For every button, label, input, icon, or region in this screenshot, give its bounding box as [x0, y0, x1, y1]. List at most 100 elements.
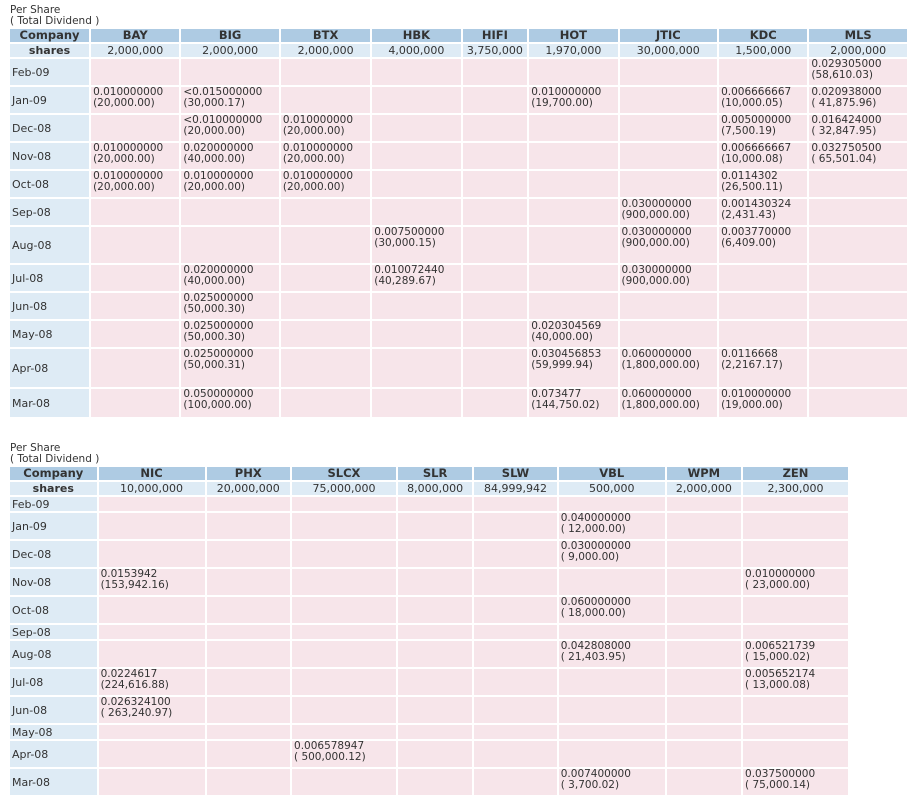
table-row: Aug-08 0.042808000( 21,403.95) 0.006521739…: [10, 641, 848, 667]
dividend-cell-mls: [809, 349, 907, 387]
dividend-cell-slr: [397, 497, 473, 511]
dividend-cell-jtic: [619, 321, 718, 347]
dividend-cell-hifi: [462, 349, 528, 387]
dividend-cell-slr: [397, 597, 473, 623]
dividend-cell-hbk: [372, 59, 461, 85]
dividend-cell-bay: 0.010000000 (20,000.00): [91, 143, 180, 169]
dividend-cell-hot: [529, 171, 618, 197]
total-dividend-value: (20,000.00): [183, 125, 245, 137]
per-share-value: 0.010072440: [374, 265, 445, 276]
dividend-cell-jtic: [619, 87, 718, 113]
table-row: Mar-08 0.007400000( 3,700.02) 0.037500000(…: [10, 769, 848, 795]
dividend-cell-slr: [397, 741, 473, 767]
per-share-value: 0.032750500: [811, 143, 882, 154]
month-label: May-08: [10, 725, 97, 739]
month-label: May-08: [10, 321, 90, 347]
dividend-cell-mls: [809, 265, 907, 291]
dividend-cell-phx: [206, 541, 291, 567]
total-dividend-value: (1,800,000.00): [621, 359, 700, 371]
per-share-value: 0.030000000: [621, 199, 692, 210]
shares-count-nic: 10,000,000: [98, 482, 205, 495]
company-header-jtic: JTIC: [619, 29, 718, 42]
company-header-zen: ZEN: [743, 467, 848, 480]
dividend-cell-hbk: [372, 293, 461, 319]
total-dividend-value: (40,000.00): [183, 275, 245, 287]
month-label: Aug-08: [10, 227, 90, 263]
dividend-cell-bay: 0.010000000 (20,000.00): [91, 171, 180, 197]
dividend-cell-kdc: [719, 59, 808, 85]
dividend-cell-wpm: [666, 669, 742, 695]
dividend-cell-wpm: [666, 513, 742, 539]
dividend-cell-hifi: [462, 87, 528, 113]
month-label: Jun-08: [10, 697, 97, 723]
dividend-cell-phx: [206, 697, 291, 723]
total-dividend-value: ( 41,875.96): [811, 97, 877, 109]
dividend-cell-big: [181, 227, 279, 263]
month-label: Oct-08: [10, 171, 90, 197]
per-share-value: 0.020000000: [183, 143, 254, 154]
dividend-cell-mls: 0.029305000 (58,610.03): [809, 59, 907, 85]
total-dividend-value: (20,000.00): [93, 181, 155, 193]
dividend-cell-hifi: [462, 389, 528, 417]
dividend-cell-big: 0.050000000 (100,000.00): [181, 389, 279, 417]
dividend-cell-jtic: [619, 143, 718, 169]
total-dividend-value: (20,000.00): [282, 125, 345, 137]
shares-count-wpm: 2,000,000: [666, 482, 742, 495]
per-share-value: 0.030456853: [531, 349, 602, 360]
per-share-value: 0.025000000: [183, 293, 254, 304]
shares-count-btx: 2,000,000: [280, 44, 371, 57]
total-dividend-value: (10,000.05): [721, 97, 783, 109]
total-dividend-value: (6,409.00): [721, 237, 777, 249]
dividend-cell-phx: [206, 597, 291, 623]
company-header-kdc: KDC: [719, 29, 808, 42]
per-share-value: 0.020304569: [531, 321, 602, 332]
dividend-cell-hot: [529, 293, 618, 319]
dividend-cell-jtic: [619, 115, 718, 141]
dividend-cell-mls: [809, 389, 907, 417]
dividend-cell-big: [181, 199, 279, 225]
dividend-cell-slcx: [292, 597, 396, 623]
total-dividend-value: (20,000.00): [282, 181, 345, 193]
per-share-value: 0.030000000: [560, 541, 631, 552]
total-dividend-value: ( 75,000.14): [745, 779, 810, 791]
dividend-cell-hifi: [462, 199, 528, 225]
dividend-cell-slw: [474, 741, 557, 767]
table-row: Apr-08 0.006578947( 500,000.12): [10, 741, 848, 767]
shares-count-kdc: 1,500,000: [719, 44, 808, 57]
dividend-cell-hbk: [372, 321, 461, 347]
shares-count-slcx: 75,000,000: [292, 482, 396, 495]
table-row: Feb-09 0.029305000 (58,610.03): [10, 59, 907, 85]
dividend-cell-hifi: [462, 227, 528, 263]
dividend-cell-hot: 0.073477 (144,750.02): [529, 389, 618, 417]
dividend-cell-btx: [280, 227, 371, 263]
dividend-cell-slcx: [292, 541, 396, 567]
per-share-value: 0.020000000: [183, 265, 254, 276]
month-label: Sep-08: [10, 199, 90, 225]
dividend-cell-jtic: [619, 293, 718, 319]
per-share-value: 0.0153942: [100, 569, 158, 580]
month-label: Apr-08: [10, 349, 90, 387]
dividend-cell-vbl: 0.030000000( 9,000.00): [558, 541, 665, 567]
per-share-value: 0.060000000: [621, 349, 692, 360]
table-row: Apr-08 0.025000000 (50,000.31) 0.030456853(…: [10, 349, 907, 387]
total-dividend-value: (59,999.94): [531, 359, 593, 371]
dividend-cell-vbl: [558, 625, 665, 639]
dividend-cell-mls: [809, 321, 907, 347]
company-header-hifi: HIFI: [462, 29, 528, 42]
total-dividend-value: (153,942.16): [100, 579, 169, 591]
dividend-cell-zen: 0.037500000( 75,000.14): [743, 769, 848, 795]
total-dividend-value: ( 21,403.95): [560, 651, 626, 663]
dividend-cell-hbk: [372, 115, 461, 141]
dividend-cell-bay: [91, 59, 180, 85]
total-dividend-value: (30,000.15): [374, 237, 436, 249]
dividend-cell-btx: [280, 265, 371, 291]
dividend-cell-phx: [206, 569, 291, 595]
dividend-cell-btx: [280, 321, 371, 347]
table-row: May-08 0.025000000 (50,000.30) 0.020304569(…: [10, 321, 907, 347]
dividend-cell-phx: [206, 741, 291, 767]
total-dividend-value: (26,500.11): [721, 181, 783, 193]
dividend-cell-nic: [98, 541, 205, 567]
dividend-cell-nic: [98, 497, 205, 511]
total-dividend-value: (20,000.00): [93, 153, 155, 165]
dividend-cell-slcx: [292, 769, 396, 795]
